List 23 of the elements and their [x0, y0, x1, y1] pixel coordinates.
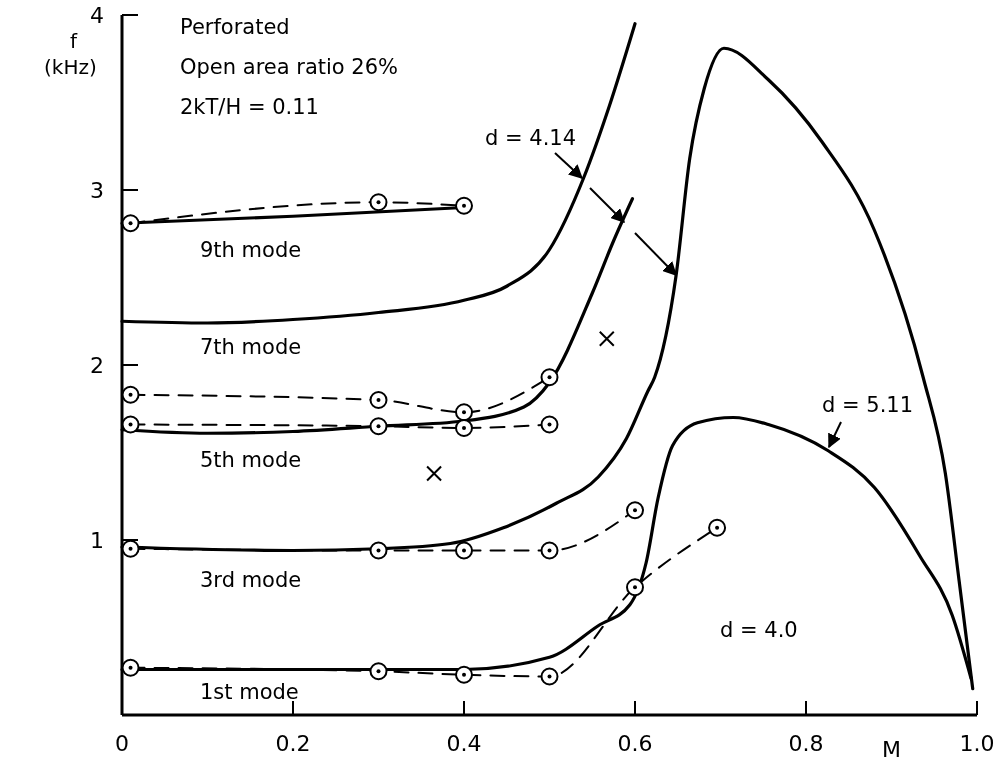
x-tick-label: 0.6 [617, 731, 653, 756]
x-tick-label: 1.0 [959, 731, 995, 756]
annotation: d = 5.11 [822, 393, 914, 417]
annotation: 7th mode [200, 335, 302, 359]
y-axis-title: f (kHz) [44, 29, 97, 79]
y-tick-label: 1 [90, 527, 104, 553]
annotation: Open area ratio 26% [180, 55, 399, 79]
x-tick-label: 0.8 [788, 731, 824, 756]
x-tick-label: 0.2 [275, 731, 311, 756]
x-tick-label: 0.4 [446, 731, 482, 756]
annotation: 1st mode [200, 680, 299, 704]
x-tick-label: 0 [115, 731, 129, 756]
annotation: Perforated [180, 15, 290, 39]
annotation: 2kT/H = 0.11 [180, 95, 319, 119]
annotation: 5th mode [200, 448, 302, 472]
annotation: 3rd mode [200, 568, 302, 592]
annotation: 9th mode [200, 238, 302, 262]
annotation: d = 4.0 [720, 618, 798, 642]
y-tick-label: 2 [90, 352, 104, 378]
x-axis-title: M [882, 737, 901, 762]
annotation: d = 4.14 [485, 126, 577, 150]
y-tick-label: 3 [90, 177, 104, 203]
y-tick-label: 4 [90, 2, 104, 28]
